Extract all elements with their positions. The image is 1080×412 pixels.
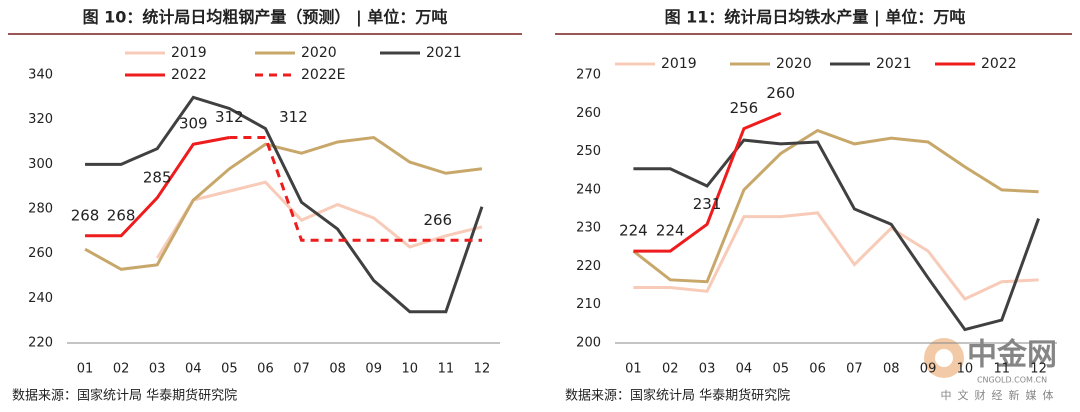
y-tick-label: 200 xyxy=(576,336,601,351)
legend-label: 2021 xyxy=(426,45,462,61)
y-tick-label: 340 xyxy=(28,68,53,83)
y-tick-label: 240 xyxy=(28,291,53,306)
y-tick-label: 260 xyxy=(576,106,601,121)
x-tick-label: 04 xyxy=(185,362,202,377)
legend-label: 2019 xyxy=(171,45,207,61)
x-tick-label: 04 xyxy=(736,362,753,377)
x-tick-label: 02 xyxy=(113,362,130,377)
y-tick-label: 220 xyxy=(28,336,53,351)
legend-label: 2020 xyxy=(301,45,337,61)
x-tick-label: 01 xyxy=(77,362,94,377)
legend-label: 2019 xyxy=(661,56,697,72)
watermark-logo xyxy=(935,349,953,367)
x-tick-label: 12 xyxy=(1030,362,1047,377)
data-label: 260 xyxy=(766,84,795,102)
x-tick-label: 07 xyxy=(846,362,863,377)
source-note: 数据来源：国家统计局 华泰期货研究院 xyxy=(565,388,790,404)
x-tick-label: 12 xyxy=(474,362,491,377)
data-label: 309 xyxy=(179,115,208,133)
x-tick-label: 06 xyxy=(809,362,826,377)
data-label: 266 xyxy=(423,211,452,229)
y-tick-label: 250 xyxy=(576,144,601,159)
x-tick-label: 11 xyxy=(438,362,455,377)
y-tick-label: 280 xyxy=(28,202,53,217)
x-tick-label: 03 xyxy=(699,362,716,377)
x-tick-label: 08 xyxy=(329,362,346,377)
data-label: 285 xyxy=(143,168,172,186)
x-tick-label: 05 xyxy=(221,362,238,377)
x-tick-label: 08 xyxy=(883,362,900,377)
y-tick-label: 210 xyxy=(576,297,601,312)
x-tick-label: 09 xyxy=(365,362,382,377)
x-tick-label: 03 xyxy=(149,362,166,377)
y-tick-label: 270 xyxy=(576,68,601,83)
source-note: 数据来源：国家统计局 华泰期货研究院 xyxy=(12,388,237,404)
x-tick-label: 10 xyxy=(402,362,419,377)
series-line xyxy=(633,138,1040,332)
series-line xyxy=(632,128,1039,284)
series-line xyxy=(633,111,782,253)
x-tick-label: 09 xyxy=(920,362,937,377)
y-tick-label: 220 xyxy=(576,259,601,274)
series-line xyxy=(633,211,1039,301)
y-tick-label: 240 xyxy=(576,182,601,197)
y-tick-label: 260 xyxy=(28,246,53,261)
data-label: 224 xyxy=(656,222,685,240)
legend-label: 2020 xyxy=(776,56,812,72)
data-label: 312 xyxy=(215,108,244,126)
series-line xyxy=(84,135,483,271)
legend-label: 2021 xyxy=(876,56,912,72)
legend-label: 2022 xyxy=(981,56,1017,72)
series-line xyxy=(85,136,230,238)
y-tick-label: 230 xyxy=(576,221,601,236)
data-label: 231 xyxy=(693,195,722,213)
watermark-text: CNGOLD.COM.CN xyxy=(977,376,1047,385)
series-line xyxy=(85,95,484,314)
data-label: 224 xyxy=(619,222,648,240)
x-tick-label: 02 xyxy=(662,362,679,377)
data-label: 256 xyxy=(730,99,759,117)
series-line xyxy=(229,136,482,242)
x-tick-label: 07 xyxy=(293,362,310,377)
x-tick-label: 11 xyxy=(993,362,1010,377)
legend-label: 2022E xyxy=(301,67,345,83)
x-tick-label: 10 xyxy=(957,362,974,377)
x-tick-label: 01 xyxy=(625,362,642,377)
watermark-text: 中文财经新媒体 xyxy=(941,388,1060,402)
x-tick-label: 06 xyxy=(257,362,274,377)
chart-title: 图 11：统计局日均铁水产量 | 单位：万吨 xyxy=(665,8,966,28)
y-tick-label: 320 xyxy=(28,112,53,127)
data-label: 312 xyxy=(279,108,308,126)
x-tick-label: 05 xyxy=(772,362,789,377)
chart-title: 图 10：统计局日均粗钢产量（预测） | 单位：万吨 xyxy=(83,8,448,28)
data-label: 268 xyxy=(71,206,100,224)
legend-label: 2022 xyxy=(171,67,207,83)
data-label: 268 xyxy=(107,206,136,224)
y-tick-label: 300 xyxy=(28,157,53,172)
